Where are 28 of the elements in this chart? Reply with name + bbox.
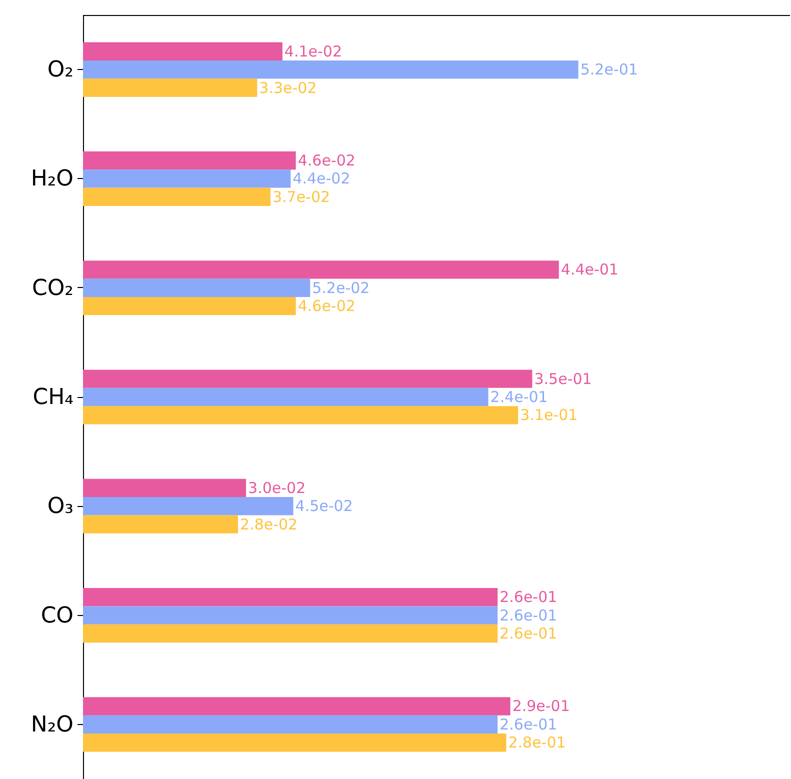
- data-label: 4.5e-02: [295, 497, 353, 516]
- y-tick-label: H₂O: [30, 166, 74, 192]
- data-label: 2.6e-01: [500, 588, 558, 606]
- y-tick-label: CH₄: [32, 385, 74, 410]
- data-label: 2.8e-02: [240, 515, 298, 534]
- y-tick-label: O₂: [47, 58, 74, 83]
- y-tick-label: O₃: [47, 494, 74, 520]
- data-label: 3.0e-02: [248, 478, 306, 497]
- data-label: 4.4e-02: [292, 170, 350, 188]
- data-label: 2.6e-01: [500, 606, 558, 624]
- data-label: 3.5e-01: [534, 370, 592, 388]
- data-label: 2.8e-01: [508, 734, 566, 752]
- data-label: 3.3e-02: [259, 78, 317, 97]
- data-label: 4.4e-01: [560, 260, 618, 279]
- data-label: 2.9e-01: [512, 697, 570, 716]
- data-label: 4.6e-02: [298, 152, 356, 170]
- data-label: 5.2e-02: [312, 278, 370, 297]
- data-label: 5.2e-01: [580, 60, 638, 79]
- y-tick-label: CO: [40, 603, 74, 628]
- data-label: 4.1e-02: [284, 42, 342, 60]
- data-label: 2.4e-01: [490, 388, 548, 406]
- data-label: 3.7e-02: [272, 188, 330, 206]
- data-label: 3.1e-01: [520, 406, 578, 424]
- y-tick-label: CO₂: [32, 276, 74, 301]
- y-tick-label: N₂O: [30, 712, 74, 738]
- data-label: 4.6e-02: [298, 297, 356, 316]
- data-label: 2.6e-01: [500, 624, 558, 642]
- data-label: 2.6e-01: [500, 715, 558, 734]
